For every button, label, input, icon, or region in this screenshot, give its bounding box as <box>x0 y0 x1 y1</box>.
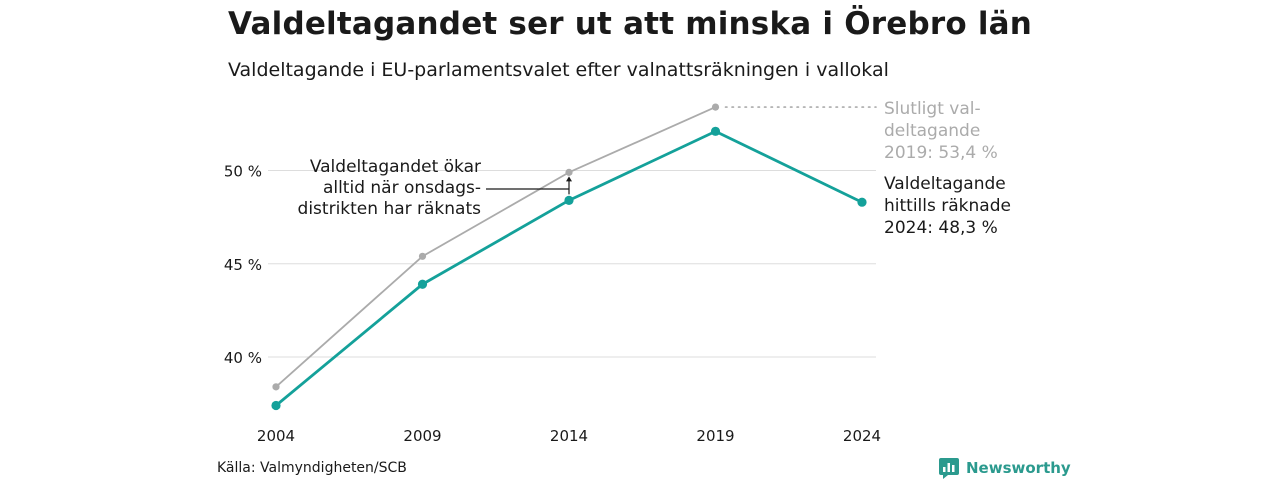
x-axis-ticks: 2004 2009 2014 2019 2024 <box>257 427 881 445</box>
current-point-2019 <box>710 126 721 136</box>
final-point-2004 <box>272 383 280 391</box>
note-line-1: Valdeltagandet ökar <box>310 157 481 177</box>
current-label-line-2: hittills räknade <box>884 196 1011 216</box>
chart-subtitle: Valdeltagande i EU-parlamentsvalet efter… <box>228 59 889 81</box>
x-tick-label-2019: 2019 <box>696 427 734 445</box>
current-label-line-1: Valdeltagande <box>884 174 1006 194</box>
final-label-line-1: Slutligt val- <box>884 99 981 119</box>
final-point-2009 <box>418 252 427 260</box>
x-tick-label-2014: 2014 <box>550 427 588 445</box>
current-point-2004 <box>271 400 281 411</box>
final-label-line-3: 2019: 53,4 % <box>884 143 998 163</box>
current-point-2024 <box>857 197 867 207</box>
series-points <box>271 103 867 411</box>
final-point-2014 <box>565 168 573 176</box>
final-label-line-2: deltagande <box>884 121 980 141</box>
current-point-2014 <box>564 195 574 205</box>
chart-title: Valdeltagandet ser ut att minska i Örebr… <box>228 6 1033 42</box>
newsworthy-logo-icon <box>939 458 959 479</box>
brand-name: Newsworthy <box>966 459 1071 477</box>
source-note: Källa: Valmyndigheten/SCB <box>217 460 407 476</box>
y-tick-label-50: 50 % <box>224 163 262 181</box>
note-line-3: distrikten har räknats <box>298 199 482 219</box>
final-point-2019 <box>711 103 720 111</box>
note-line-2: alltid när onsdags- <box>323 178 481 198</box>
x-tick-label-2024: 2024 <box>843 427 881 445</box>
note-arrow-head <box>566 176 572 182</box>
y-tick-label-45: 45 % <box>224 256 262 274</box>
current-point-2009 <box>417 279 428 289</box>
current-label-line-3: 2024: 48,3 % <box>884 218 998 238</box>
x-tick-label-2004: 2004 <box>257 427 295 445</box>
series-lines <box>275 106 863 407</box>
final-series-line <box>275 106 716 388</box>
y-axis-ticks: 40 % 45 % 50 % <box>224 163 262 368</box>
y-tick-label-40: 40 % <box>224 349 262 367</box>
x-tick-label-2009: 2009 <box>403 427 441 445</box>
newsworthy-logo: Newsworthy <box>938 457 1071 479</box>
